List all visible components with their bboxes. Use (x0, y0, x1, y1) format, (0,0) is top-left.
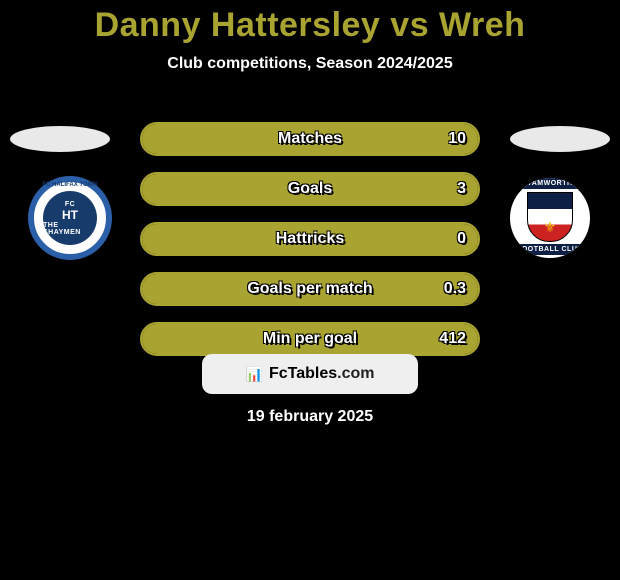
halifax-ring-bottom: THE SHAYMEN (43, 222, 97, 236)
branding-site: FcTables (269, 365, 337, 382)
stat-bar: Hattricks 0 (140, 222, 480, 256)
halifax-abbr-top: FC (65, 201, 75, 208)
stat-value: 412 (439, 330, 466, 348)
stat-label: Goals (288, 180, 332, 198)
tamworth-band-bottom: FOOTBALL CLUB (510, 244, 590, 255)
subtitle: Club competitions, Season 2024/2025 (0, 55, 620, 73)
stat-label: Hattricks (276, 230, 344, 248)
player-photo-placeholder-left (10, 126, 110, 152)
stat-value: 0 (457, 230, 466, 248)
stat-value: 3 (457, 180, 466, 198)
halifax-abbr-mid: HT (62, 208, 78, 222)
club-badge-left: FC HALIFAX TOWN FC HT THE SHAYMEN (20, 176, 120, 260)
tamworth-badge: TAMWORTH FOOTBALL CLUB (508, 176, 592, 260)
branding-suffix: .com (337, 365, 374, 382)
branding-pill: 📊 FcTables.com (202, 354, 418, 394)
club-badge-right: TAMWORTH FOOTBALL CLUB (500, 176, 600, 260)
tamworth-shield (527, 192, 573, 242)
chart-icon: 📊 (246, 366, 263, 383)
stat-bar: Goals per match 0.3 (140, 272, 480, 306)
stat-label: Matches (278, 130, 342, 148)
page-title: Danny Hattersley vs Wreh (0, 0, 620, 45)
halifax-inner: FC HT THE SHAYMEN (43, 191, 97, 245)
branding-label: FcTables.com (269, 365, 375, 383)
stat-bar: Matches 10 (140, 122, 480, 156)
player-photo-placeholder-right (510, 126, 610, 152)
stat-bar: Min per goal 412 (140, 322, 480, 356)
stat-value: 10 (448, 130, 466, 148)
halifax-ring-top-text: FC HALIFAX TOWN (34, 182, 106, 188)
halifax-badge: FC HALIFAX TOWN FC HT THE SHAYMEN (28, 176, 112, 260)
stat-label: Min per goal (263, 330, 357, 348)
stat-value: 0.3 (444, 280, 466, 298)
date-line: 19 february 2025 (0, 408, 620, 426)
stats-bars: Matches 10 Goals 3 Hattricks 0 Goals per match… (140, 122, 480, 372)
tamworth-band-top: TAMWORTH (510, 178, 590, 189)
comparison-card: Danny Hattersley vs Wreh Club competitio… (0, 0, 620, 580)
stat-bar: Goals 3 (140, 172, 480, 206)
stat-label: Goals per match (247, 280, 372, 298)
